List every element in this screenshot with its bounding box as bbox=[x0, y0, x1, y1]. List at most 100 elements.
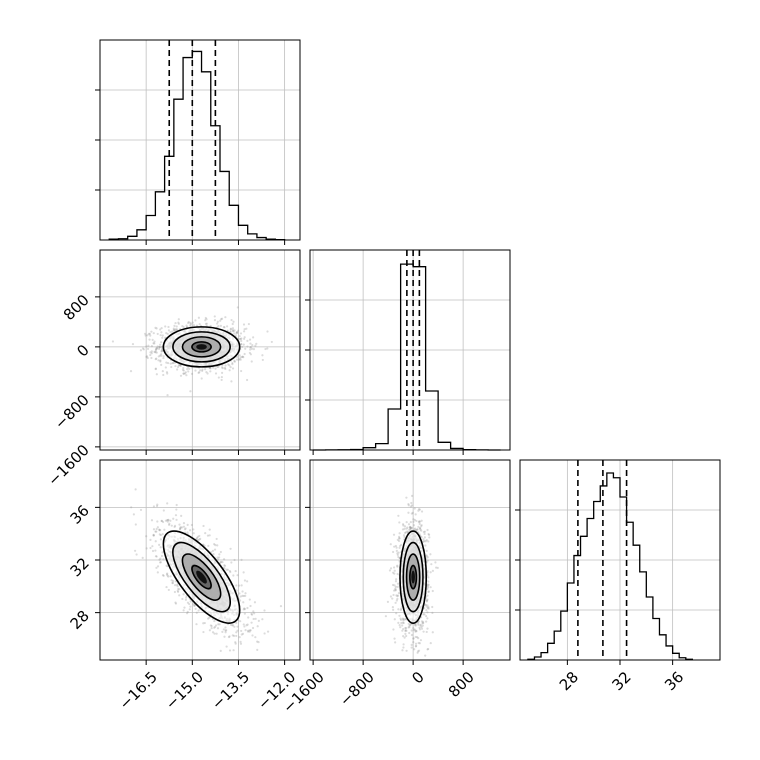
scatter-point bbox=[413, 648, 416, 651]
scatter-point bbox=[165, 361, 168, 364]
scatter-point bbox=[240, 369, 243, 373]
scatter-point bbox=[243, 608, 247, 611]
scatter-point bbox=[224, 316, 227, 319]
scatter-point bbox=[193, 604, 196, 607]
scatter-point bbox=[425, 600, 428, 603]
scatter-point bbox=[254, 636, 257, 639]
scatter-point bbox=[417, 525, 420, 528]
scatter-point bbox=[179, 526, 182, 530]
scatter-point bbox=[245, 624, 248, 627]
scatter-point bbox=[111, 340, 115, 343]
scatter-point bbox=[235, 331, 238, 334]
scatter-point bbox=[183, 606, 186, 609]
scatter-point bbox=[157, 359, 160, 362]
scatter-point bbox=[256, 625, 259, 628]
scatter-point bbox=[146, 334, 149, 337]
scatter-point bbox=[153, 350, 156, 353]
scatter-point bbox=[209, 624, 212, 627]
scatter-point bbox=[418, 628, 422, 631]
scatter-point bbox=[403, 535, 406, 539]
scatter-point bbox=[151, 549, 155, 553]
scatter-point bbox=[407, 626, 410, 629]
scatter-point bbox=[393, 637, 396, 640]
scatter-point bbox=[152, 332, 155, 335]
scatter-point bbox=[395, 599, 398, 602]
scatter-point bbox=[156, 503, 159, 506]
scatter-point bbox=[424, 654, 427, 657]
scatter-point bbox=[395, 612, 398, 615]
scatter-point bbox=[150, 352, 153, 355]
scatter-point bbox=[245, 378, 249, 382]
scatter-point bbox=[239, 358, 242, 361]
scatter-point bbox=[159, 529, 162, 532]
scatter-point bbox=[164, 325, 167, 328]
scatter-point bbox=[171, 581, 174, 584]
scatter-point bbox=[434, 561, 437, 564]
scatter-point bbox=[155, 527, 158, 531]
scatter-point bbox=[186, 531, 189, 534]
x-tick-label: −16.5 bbox=[116, 668, 161, 713]
scatter-point bbox=[198, 534, 201, 538]
scatter-point bbox=[188, 367, 191, 371]
scatter-point bbox=[401, 621, 405, 624]
scatter-point bbox=[420, 519, 423, 522]
scatter-point bbox=[218, 553, 221, 556]
scatter-point bbox=[239, 620, 242, 623]
scatter-point bbox=[427, 540, 430, 543]
scatter-point bbox=[412, 627, 415, 630]
scatter-point bbox=[208, 616, 211, 619]
scatter-point bbox=[185, 374, 188, 377]
scatter-point bbox=[413, 507, 416, 510]
scatter-point bbox=[405, 649, 408, 652]
scatter-point bbox=[256, 640, 259, 643]
scatter-point bbox=[416, 635, 419, 639]
scatter-point bbox=[173, 525, 176, 529]
scatter-point bbox=[254, 617, 257, 620]
scatter-point bbox=[196, 536, 199, 540]
scatter-point bbox=[170, 579, 173, 582]
scatter-point bbox=[177, 322, 180, 325]
scatter-point bbox=[207, 544, 210, 547]
scatter-point bbox=[398, 537, 401, 540]
scatter-point bbox=[182, 372, 185, 375]
scatter-point bbox=[198, 322, 201, 326]
scatter-point bbox=[160, 331, 163, 334]
scatter-point bbox=[160, 350, 163, 353]
scatter-point bbox=[398, 532, 401, 535]
scatter-point bbox=[401, 528, 405, 531]
scatter-point bbox=[403, 618, 406, 621]
scatter-point bbox=[243, 336, 246, 339]
scatter-point bbox=[266, 330, 269, 333]
scatter-point bbox=[423, 613, 426, 616]
scatter-point bbox=[409, 521, 412, 524]
scatter-point bbox=[233, 359, 236, 363]
scatter-point bbox=[395, 546, 398, 549]
scatter-point bbox=[233, 332, 236, 335]
scatter-point bbox=[239, 595, 242, 598]
scatter-point bbox=[213, 319, 217, 322]
scatter-point bbox=[234, 334, 237, 337]
scatter-point bbox=[386, 600, 390, 603]
scatter-point bbox=[169, 362, 172, 365]
scatter-point bbox=[397, 514, 400, 517]
scatter-point bbox=[223, 635, 226, 638]
scatter-point bbox=[427, 532, 430, 536]
scatter-point bbox=[404, 629, 407, 633]
scatter-point bbox=[214, 544, 217, 547]
scatter-point bbox=[174, 329, 177, 332]
scatter-point bbox=[244, 594, 247, 597]
scatter-point bbox=[392, 533, 396, 536]
scatter-point bbox=[414, 624, 418, 627]
scatter-point bbox=[152, 533, 155, 536]
scatter-point bbox=[426, 594, 429, 597]
scatter-point bbox=[238, 584, 241, 587]
scatter-point bbox=[394, 588, 397, 591]
scatter-point bbox=[134, 488, 137, 491]
scatter-point bbox=[391, 605, 394, 609]
scatter-point bbox=[409, 527, 412, 530]
scatter-point bbox=[184, 527, 187, 530]
scatter-point bbox=[228, 649, 232, 652]
scatter-point bbox=[402, 618, 405, 621]
scatter-point bbox=[229, 327, 233, 330]
y-tick-label: 800 bbox=[60, 291, 93, 324]
